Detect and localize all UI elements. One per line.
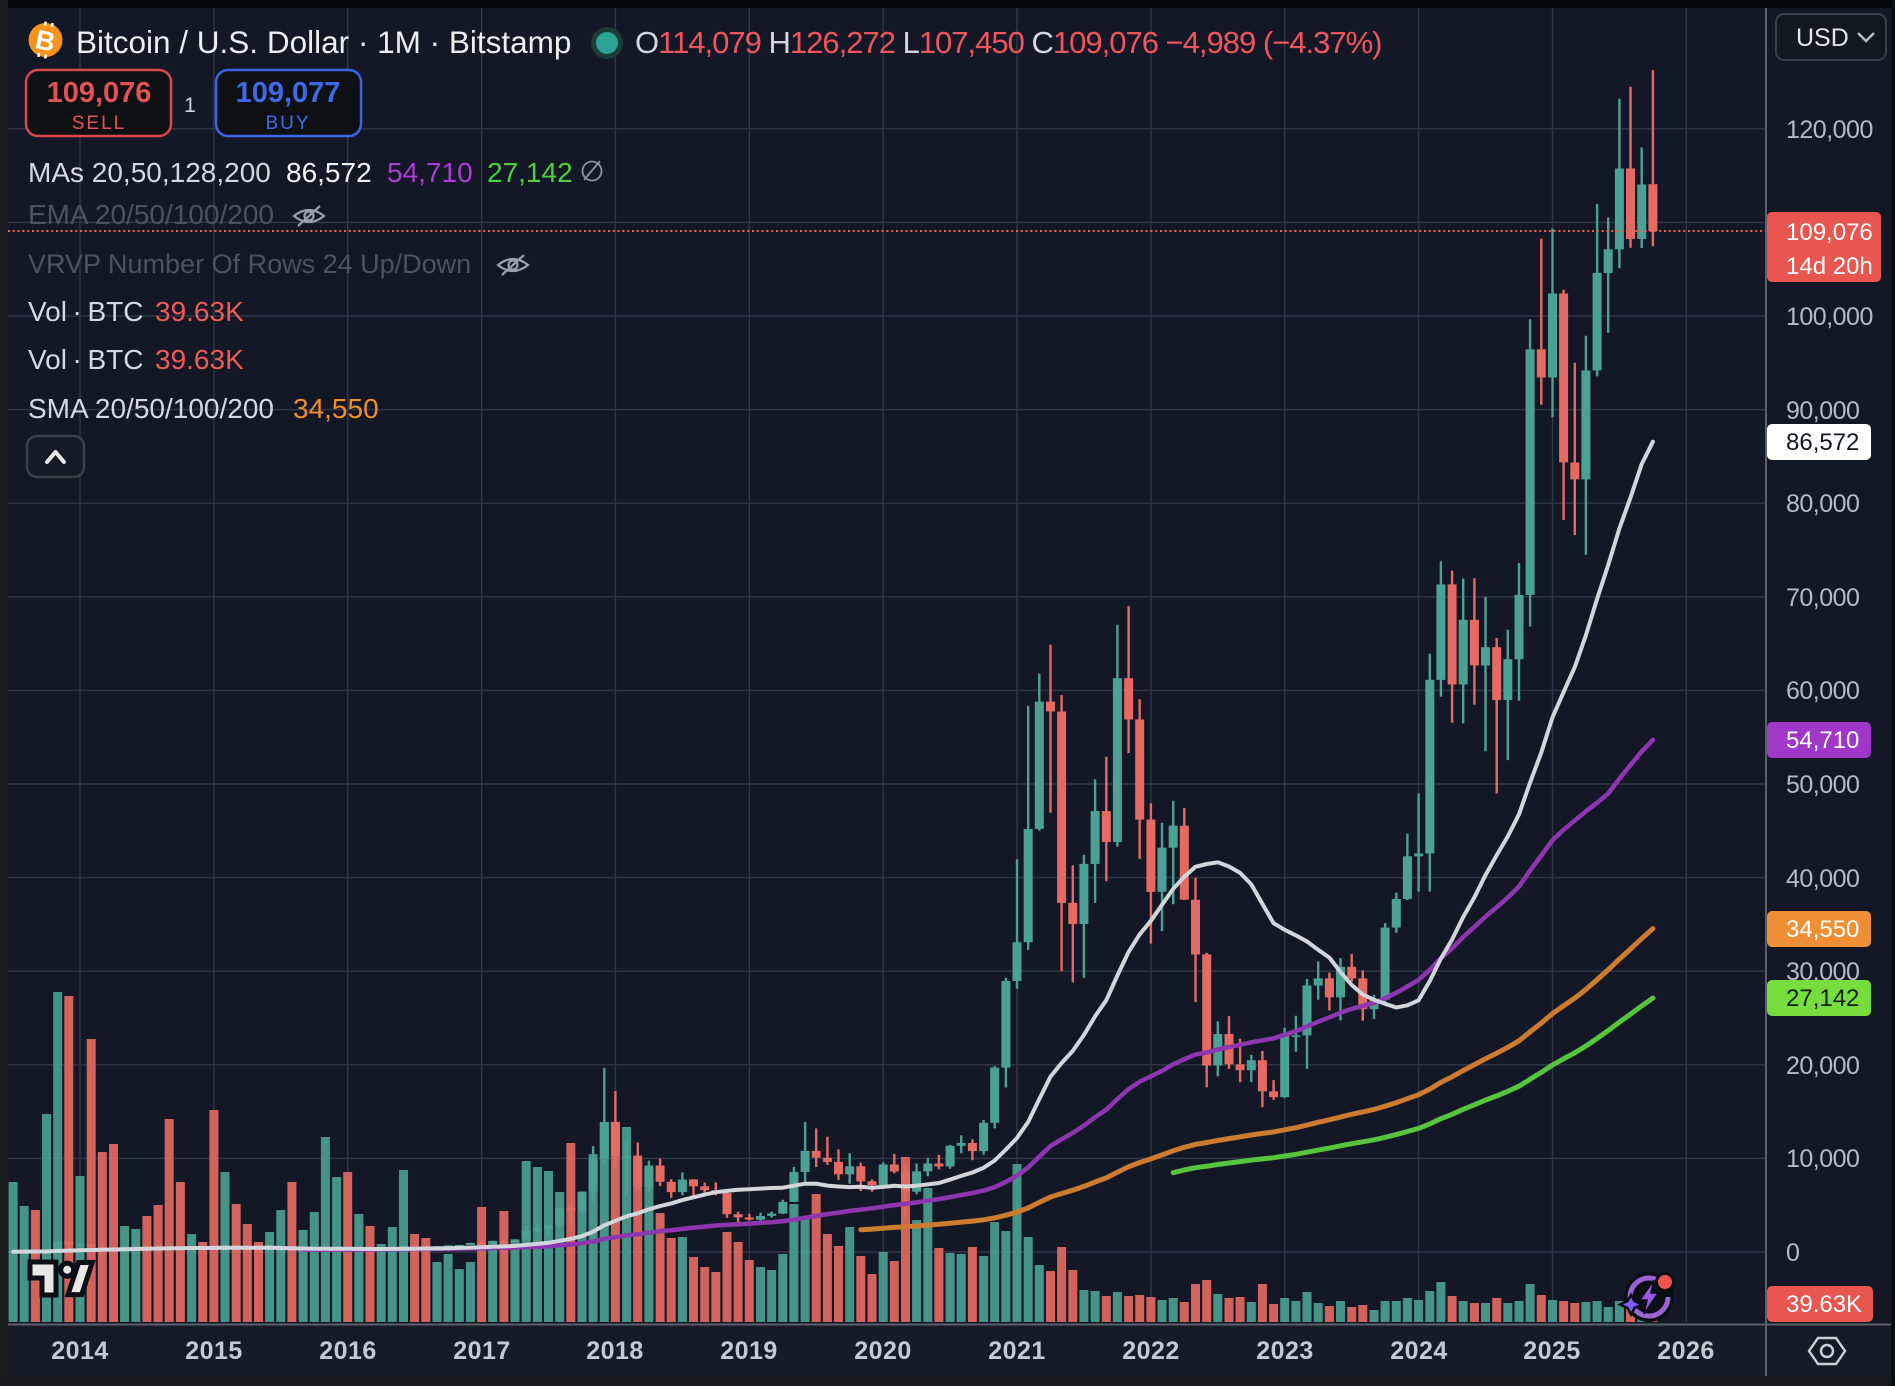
svg-text:2016: 2016: [319, 1337, 377, 1365]
svg-text:109,076: 109,076: [47, 77, 152, 109]
svg-text:39.63K: 39.63K: [155, 344, 244, 375]
svg-text:20,000: 20,000: [1786, 1052, 1859, 1080]
svg-text:27,142: 27,142: [487, 157, 573, 188]
svg-text:2014: 2014: [51, 1337, 109, 1365]
svg-text:BUY: BUY: [265, 113, 310, 134]
svg-text:2015: 2015: [185, 1337, 243, 1365]
svg-text:VRVP Number Of Rows 24 Up/Down: VRVP Number Of Rows 24 Up/Down: [28, 249, 471, 279]
svg-text:27,142: 27,142: [1786, 985, 1859, 1012]
svg-text:39.63K: 39.63K: [1786, 1291, 1862, 1318]
svg-text:2020: 2020: [854, 1337, 912, 1365]
svg-text:40,000: 40,000: [1786, 865, 1859, 893]
svg-text:34,550: 34,550: [1786, 916, 1859, 943]
svg-text:90,000: 90,000: [1786, 397, 1859, 425]
svg-text:2023: 2023: [1256, 1337, 1314, 1365]
svg-text:0: 0: [1786, 1239, 1799, 1267]
svg-text:39.63K: 39.63K: [155, 296, 244, 327]
svg-text:2017: 2017: [453, 1337, 511, 1365]
svg-text:USD: USD: [1796, 24, 1849, 52]
svg-text:34,550: 34,550: [293, 393, 379, 424]
svg-text:80,000: 80,000: [1786, 490, 1859, 518]
svg-text:2022: 2022: [1122, 1337, 1180, 1365]
svg-text:86,572: 86,572: [1786, 429, 1859, 456]
svg-text:2025: 2025: [1523, 1337, 1581, 1365]
svg-text:70,000: 70,000: [1786, 584, 1859, 612]
svg-text:1: 1: [184, 94, 196, 117]
svg-text:O114,079 H126,272 L107,450 C10: O114,079 H126,272 L107,450 C109,076 −4,9…: [635, 25, 1382, 60]
svg-text:MAs 20,50,128,200: MAs 20,50,128,200: [28, 157, 271, 188]
svg-text:Vol · BTC: Vol · BTC: [28, 296, 143, 327]
svg-text:2024: 2024: [1390, 1337, 1448, 1365]
svg-text:109,076: 109,076: [1786, 219, 1873, 246]
svg-text:SELL: SELL: [72, 113, 126, 134]
svg-text:EMA 20/50/100/200: EMA 20/50/100/200: [28, 199, 274, 230]
svg-text:Bitcoin / U.S. Dollar · 1M · B: Bitcoin / U.S. Dollar · 1M · Bitstamp: [76, 24, 571, 60]
svg-text:120,000: 120,000: [1786, 116, 1873, 144]
svg-text:SMA 20/50/100/200: SMA 20/50/100/200: [28, 393, 274, 424]
svg-text:100,000: 100,000: [1786, 303, 1873, 331]
svg-text:86,572: 86,572: [286, 157, 372, 188]
svg-text:2021: 2021: [988, 1337, 1046, 1365]
svg-text:10,000: 10,000: [1786, 1145, 1859, 1173]
svg-text:2018: 2018: [586, 1337, 644, 1365]
svg-text:Vol · BTC: Vol · BTC: [28, 344, 143, 375]
svg-text:109,077: 109,077: [236, 77, 341, 109]
svg-text:50,000: 50,000: [1786, 771, 1859, 799]
svg-text:2026: 2026: [1657, 1337, 1715, 1365]
svg-text:54,710: 54,710: [1786, 727, 1859, 754]
svg-text:54,710: 54,710: [387, 157, 473, 188]
svg-text:2019: 2019: [720, 1337, 778, 1365]
svg-text:60,000: 60,000: [1786, 677, 1859, 705]
svg-text:14d 20h: 14d 20h: [1786, 253, 1873, 280]
